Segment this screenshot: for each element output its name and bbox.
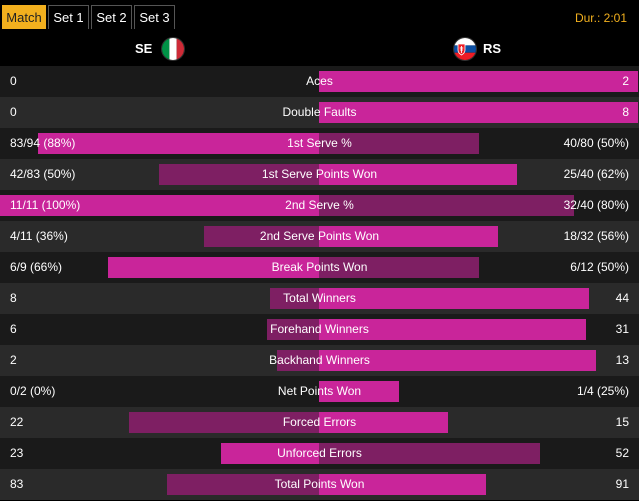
stat-value-left: 42/83 (50%) (10, 167, 76, 181)
stat-label: 2nd Serve % (285, 198, 354, 212)
stat-row: 6/9 (66%) Break Points Won 6/12 (50%) (0, 252, 639, 283)
stat-value-right: 44 (615, 291, 629, 305)
match-duration: Dur.: 2:01 (574, 11, 627, 25)
stat-bar-right (319, 288, 589, 309)
stat-value-right: 32/40 (80%) (563, 198, 629, 212)
stat-label: Net Points Won (277, 384, 362, 398)
stat-value-right: 1/4 (25%) (576, 384, 629, 398)
stat-value-left: 8 (10, 291, 17, 305)
stat-value-right: 40/80 (50%) (563, 136, 629, 150)
stat-bar-right (319, 195, 574, 216)
stat-bar-left (267, 319, 319, 340)
stat-label: Backhand Winners (269, 353, 370, 367)
stat-row: 0 Aces 2 (0, 66, 639, 97)
stat-bar-left (221, 443, 319, 464)
stat-label: Unforced Errors (277, 446, 362, 460)
stat-value-left: 83/94 (88%) (10, 136, 76, 150)
stat-row: 83/94 (88%) 1st Serve % 40/80 (50%) (0, 128, 639, 159)
stat-value-left: 23 (10, 446, 24, 460)
stat-value-left: 2 (10, 353, 17, 367)
stat-value-right: 18/32 (56%) (563, 229, 629, 243)
stat-label: Forehand Winners (270, 322, 369, 336)
stat-row: 6 Forehand Winners 31 (0, 314, 639, 345)
stat-value-left: 11/11 (100%) (10, 198, 81, 212)
stat-value-left: 6 (10, 322, 17, 336)
stat-bar-right (319, 71, 638, 92)
tab-set-1[interactable]: Set 1 (48, 5, 89, 29)
stat-row: 22 Forced Errors 15 (0, 407, 639, 438)
stat-row: 0 Double Faults 8 (0, 97, 639, 128)
stat-bar-left (108, 257, 319, 278)
stat-value-right: 15 (615, 415, 629, 429)
stat-bar-right (319, 133, 479, 154)
tab-set-3[interactable]: Set 3 (134, 5, 175, 29)
stat-bar-right (319, 350, 596, 371)
stat-row: 2 Backhand Winners 13 (0, 345, 639, 376)
stat-value-right: 8 (622, 105, 629, 119)
stat-value-left: 0 (10, 74, 17, 88)
stat-label: Forced Errors (282, 415, 357, 429)
stat-row: 23 Unforced Errors 52 (0, 438, 639, 469)
stat-bar-left (204, 226, 319, 247)
stat-value-right: 25/40 (62%) (563, 167, 629, 181)
stat-bar-right (319, 443, 540, 464)
stat-row: 0/2 (0%) Net Points Won 1/4 (25%) (0, 376, 639, 407)
stat-bar-right (319, 412, 448, 433)
stat-label: Total Winners (283, 291, 356, 305)
stat-value-left: 4/11 (36%) (10, 229, 68, 243)
stat-bar-left (270, 288, 319, 309)
stat-bar-left (129, 412, 319, 433)
stat-value-left: 22 (10, 415, 24, 429)
stat-bar-right (319, 164, 517, 185)
stat-value-left: 0/2 (0%) (10, 384, 56, 398)
stat-value-right: 13 (615, 353, 629, 367)
stat-bar-right (319, 226, 498, 247)
stat-bar-left (159, 164, 319, 185)
stat-value-left: 83 (10, 477, 24, 491)
stat-value-right: 91 (615, 477, 629, 491)
stat-label: Double Faults (282, 105, 357, 119)
stat-row: 42/83 (50%) 1st Serve Points Won 25/40 (62… (0, 159, 639, 190)
italy-flag-icon (162, 38, 184, 60)
stat-value-left: 0 (10, 105, 17, 119)
slovakia-flag-icon (454, 38, 476, 60)
stat-value-right: 6/12 (50%) (570, 260, 629, 274)
tab-match[interactable]: Match (2, 5, 46, 29)
stat-bar-left (38, 133, 319, 154)
stat-label: Aces (306, 74, 333, 88)
stat-label: Break Points Won (271, 260, 368, 274)
tab-bar: Match Set 1 Set 2 Set 3 Dur.: 2:01 (0, 0, 639, 32)
stat-bar-right (319, 257, 479, 278)
stat-bar-right (319, 319, 586, 340)
tab-set-2[interactable]: Set 2 (91, 5, 132, 29)
stat-bar-left (277, 350, 319, 371)
stat-bar-right (319, 474, 486, 495)
stat-bar-left (167, 474, 319, 495)
stat-label: 1st Serve Points Won (261, 167, 378, 181)
player-right-name: RS (483, 41, 502, 56)
stat-row: 11/11 (100%) 2nd Serve % 32/40 (80%) (0, 190, 639, 221)
stat-value-right: 31 (615, 322, 629, 336)
stat-row: 8 Total Winners 44 (0, 283, 639, 314)
stat-row: 4/11 (36%) 2nd Serve Points Won 18/32 (56%… (0, 221, 639, 252)
stat-value-left: 6/9 (66%) (10, 260, 63, 274)
stat-label: 2nd Serve Points Won (259, 229, 380, 243)
stat-bar-right (319, 381, 399, 402)
stat-label: 1st Serve % (287, 136, 352, 150)
stat-value-right: 2 (622, 74, 629, 88)
stat-value-right: 52 (615, 446, 629, 460)
players-header: SE RS (0, 32, 639, 66)
stat-bar-right (319, 102, 638, 123)
stat-row: 83 Total Points Won 91 (0, 469, 639, 500)
stat-label: Total Points Won (274, 477, 365, 491)
player-left-name: SE (135, 41, 153, 56)
stat-bar-left (0, 195, 319, 216)
